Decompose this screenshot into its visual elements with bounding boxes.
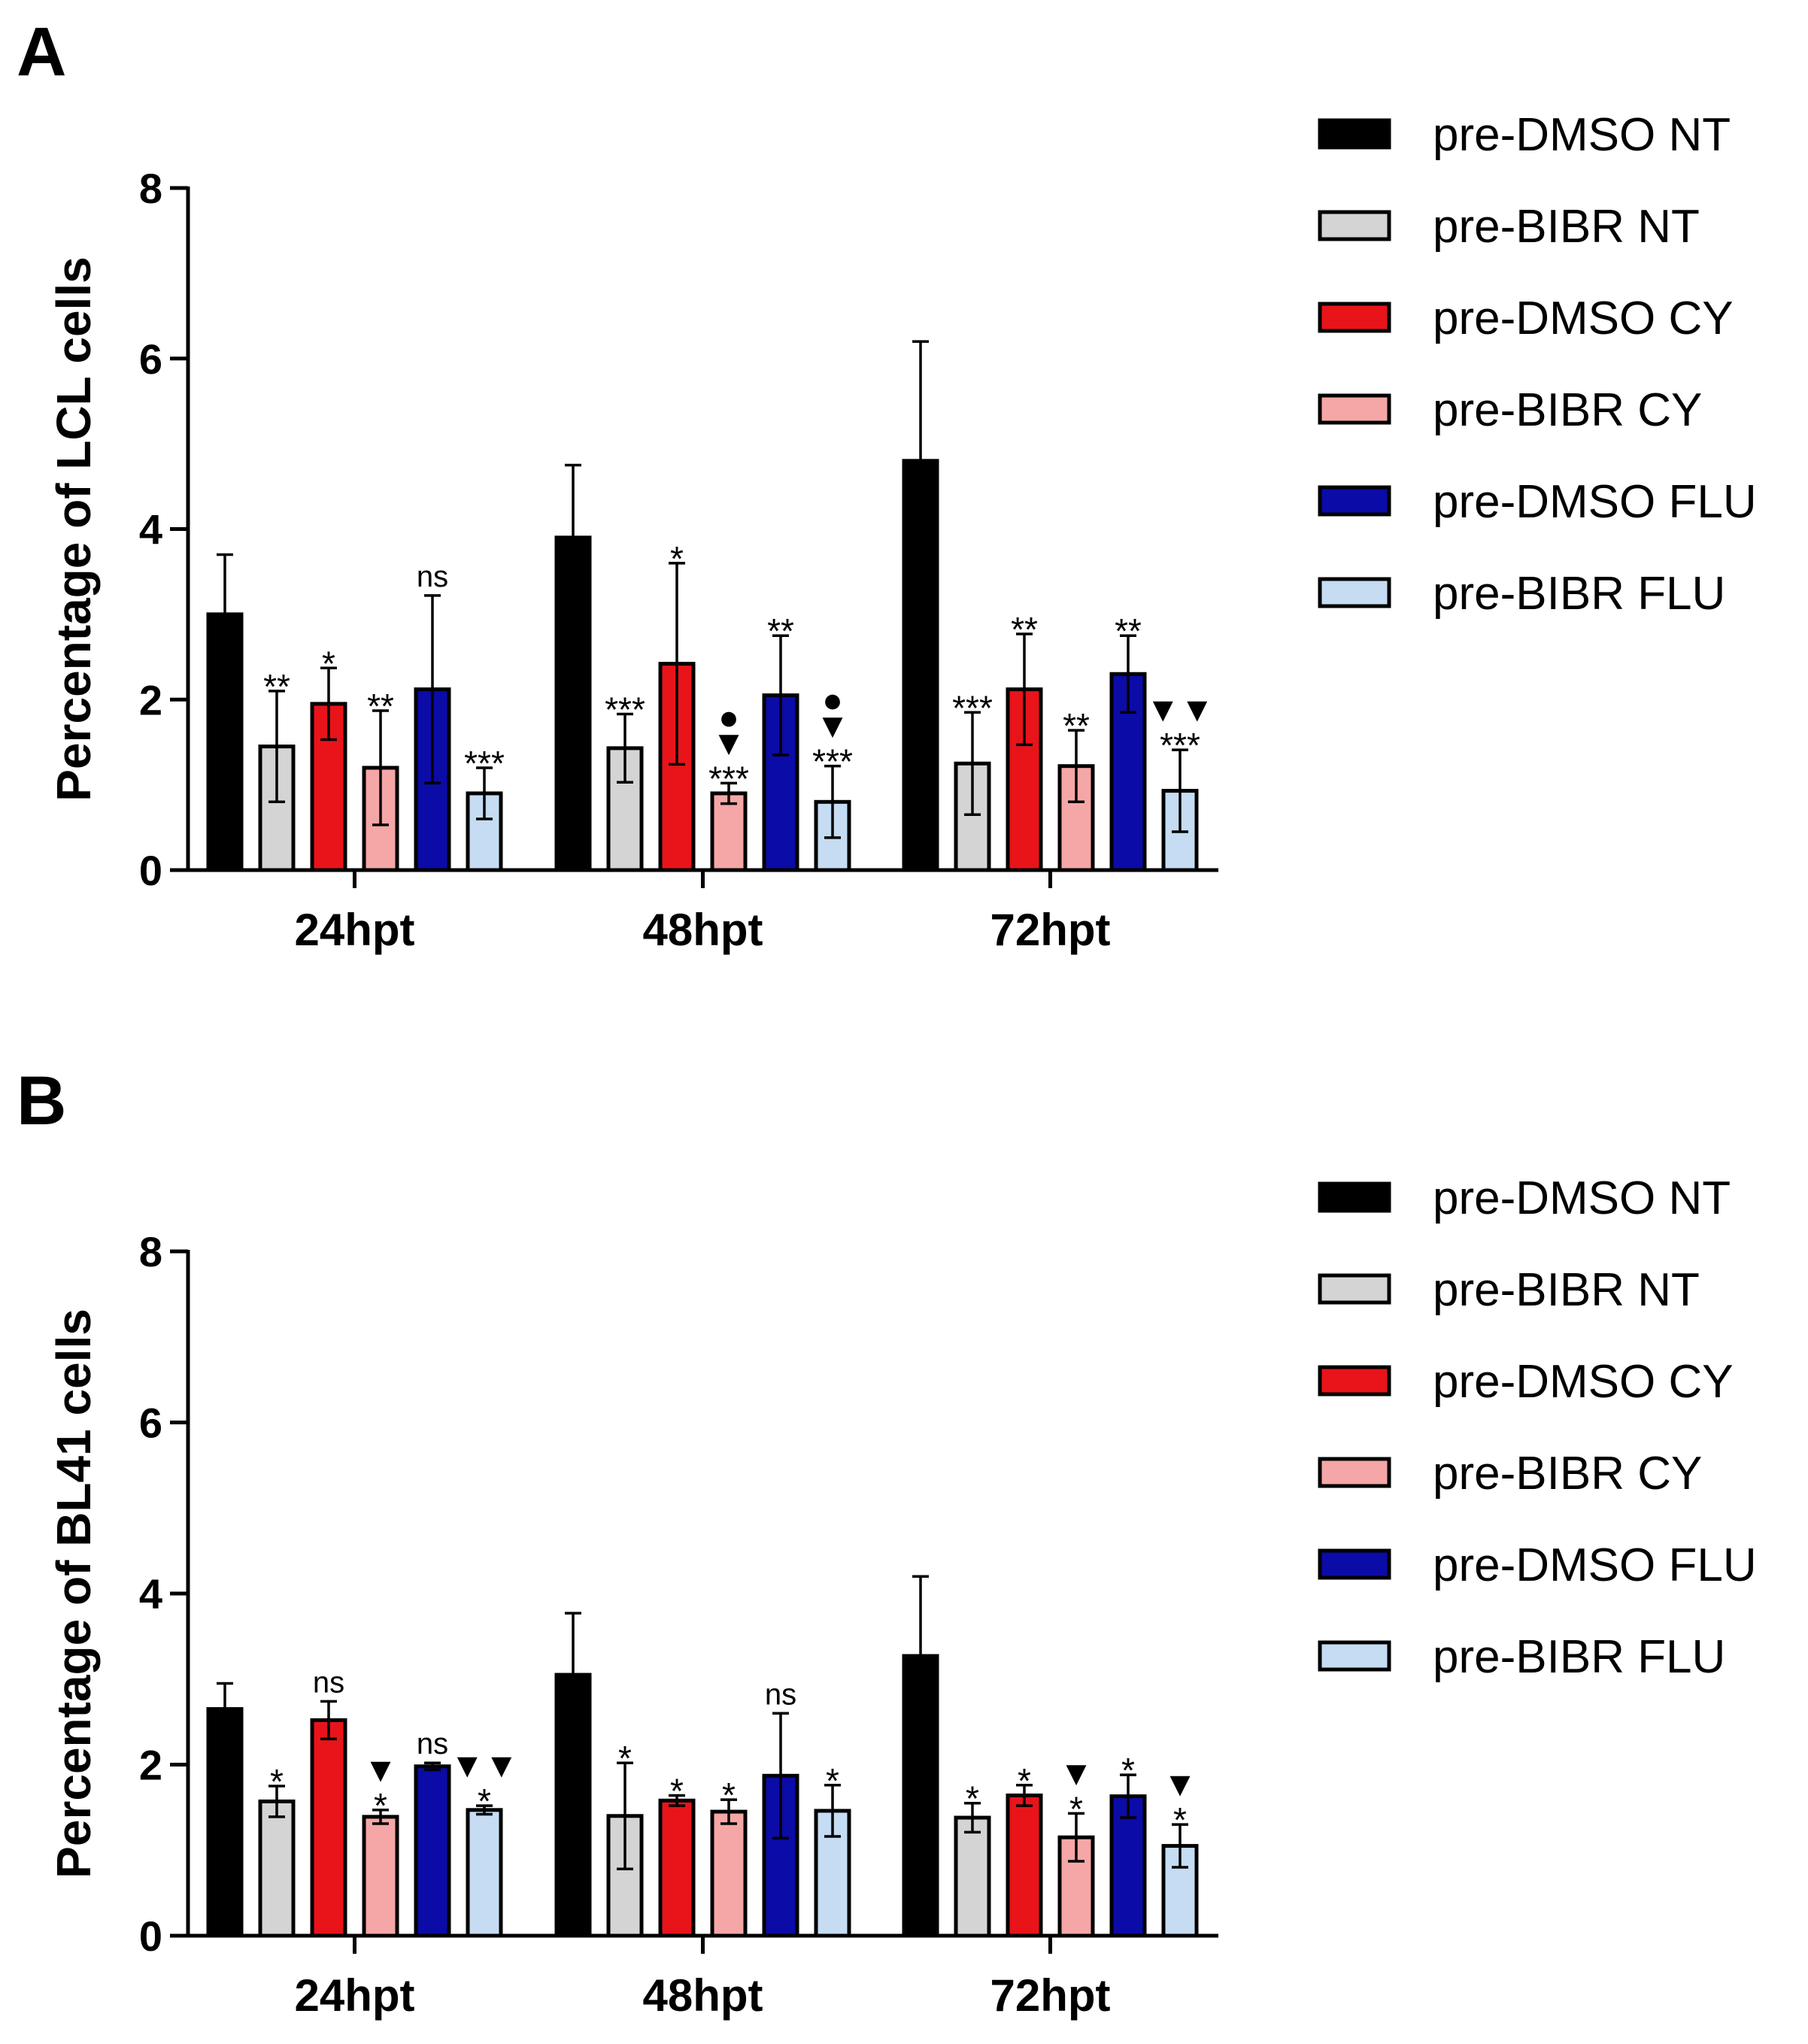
legend-swatch [1318, 485, 1391, 517]
legend-swatch [1318, 210, 1391, 241]
bar [1057, 764, 1095, 872]
x-tick-label: 72hpt [990, 905, 1110, 955]
y-tick-label: 6 [139, 335, 162, 383]
significance-label: ▼ [1059, 1753, 1094, 1792]
significance-label: ▼ [711, 723, 746, 762]
significance-label: ▼ [1163, 1764, 1197, 1803]
significance-label: ▼ [815, 706, 850, 745]
bar [362, 1815, 399, 1938]
legend-label: pre-DMSO NT [1433, 1172, 1731, 1224]
significance-label: * [1121, 1751, 1135, 1790]
legend-label: pre-DMSO CY [1433, 293, 1734, 344]
y-tick-label: 6 [139, 1400, 162, 1447]
significance-label: *** [708, 759, 749, 798]
significance-label: ns [765, 1678, 796, 1711]
bar [258, 1799, 296, 1938]
significance-label: *** [812, 742, 853, 781]
significance-label: *** [1160, 726, 1200, 765]
x-tick-label: 72hpt [990, 1970, 1110, 2021]
legend-label: pre-DMSO FLU [1433, 476, 1757, 528]
significance-label: ns [417, 1727, 448, 1760]
significance-label: ** [367, 687, 394, 726]
significance-label: * [618, 1739, 632, 1778]
significance-label: * [826, 1761, 839, 1800]
y-tick-label: 2 [139, 1742, 162, 1789]
legend-label: pre-BIBR FLU [1433, 1631, 1725, 1683]
legend-swatch [1318, 577, 1391, 608]
significance-label: ** [1115, 611, 1142, 651]
bar [206, 1707, 244, 1938]
legend-swatch [1318, 118, 1391, 150]
y-tick-label: 8 [139, 1228, 162, 1275]
significance-label: ns [417, 560, 448, 593]
legend-label: pre-BIBR NT [1433, 201, 1700, 253]
bar [1006, 1793, 1043, 1938]
legend-label: pre-DMSO CY [1433, 1356, 1734, 1408]
legend-label: pre-BIBR CY [1433, 1448, 1702, 1500]
panel-letter: B [17, 1063, 66, 1139]
legend-swatch [1318, 1365, 1391, 1397]
legend-label: pre-DMSO NT [1433, 109, 1731, 161]
significance-label: * [722, 1776, 736, 1815]
y-tick-label: 8 [139, 165, 162, 212]
significance-label: ● [822, 681, 843, 720]
significance-label: * [478, 1782, 491, 1821]
legend-swatch [1318, 1548, 1391, 1580]
significance-label: * [1069, 1789, 1083, 1828]
bar [658, 1798, 696, 1938]
x-tick-label: 48hpt [642, 1970, 763, 2021]
bar [554, 535, 592, 872]
significance-label: ** [1011, 610, 1038, 649]
bar [310, 1718, 347, 1938]
y-tick-label: 4 [139, 1570, 162, 1618]
significance-label: * [1173, 1800, 1187, 1839]
significance-label: ** [263, 667, 290, 706]
significance-label: * [670, 539, 684, 578]
significance-label: * [966, 1779, 979, 1818]
panel-letter: A [17, 14, 66, 90]
y-tick-label: 4 [139, 506, 162, 553]
x-tick-label: 24hpt [294, 905, 414, 955]
significance-label: *** [464, 744, 505, 783]
legend-swatch [1318, 302, 1391, 333]
y-axis-title: Percentage of BL41 cells [47, 1309, 101, 1879]
significance-label: ▼▼ [1145, 690, 1214, 729]
significance-label: ▼▼ [450, 1745, 518, 1785]
y-tick-label: 2 [139, 676, 162, 723]
significance-label: *** [952, 688, 993, 727]
significance-label: ** [1063, 706, 1090, 745]
legend-swatch [1318, 393, 1391, 425]
y-tick-label: 0 [139, 1912, 162, 1960]
bar [954, 1815, 991, 1938]
significance-label: * [1018, 1761, 1031, 1800]
significance-label: ▼ [363, 1750, 398, 1789]
significance-label: ns [313, 1666, 344, 1699]
bar [954, 761, 991, 872]
significance-label: *** [605, 690, 645, 729]
significance-label: * [270, 1762, 284, 1801]
bar [414, 1764, 451, 1938]
y-tick-label: 0 [139, 847, 162, 894]
bar [1109, 1794, 1147, 1938]
significance-label: * [374, 1786, 387, 1825]
bar [710, 1809, 748, 1938]
legend-swatch [1318, 1457, 1391, 1488]
legend-swatch [1318, 1640, 1391, 1672]
significance-label: ● [718, 697, 739, 736]
legend-swatch [1318, 1181, 1391, 1213]
legend-label: pre-BIBR FLU [1433, 568, 1725, 620]
bar [466, 1808, 503, 1938]
legend-label: pre-BIBR CY [1433, 384, 1702, 436]
legend-label: pre-BIBR NT [1433, 1264, 1700, 1316]
significance-label: * [322, 644, 335, 683]
legend-label: pre-DMSO FLU [1433, 1539, 1757, 1591]
legend-swatch [1318, 1273, 1391, 1305]
y-axis-title: Percentage of LCL cells [47, 256, 101, 801]
x-tick-label: 48hpt [642, 905, 763, 955]
x-tick-label: 24hpt [294, 1970, 414, 2021]
significance-label: ** [767, 611, 794, 651]
significance-label: * [670, 1771, 684, 1810]
